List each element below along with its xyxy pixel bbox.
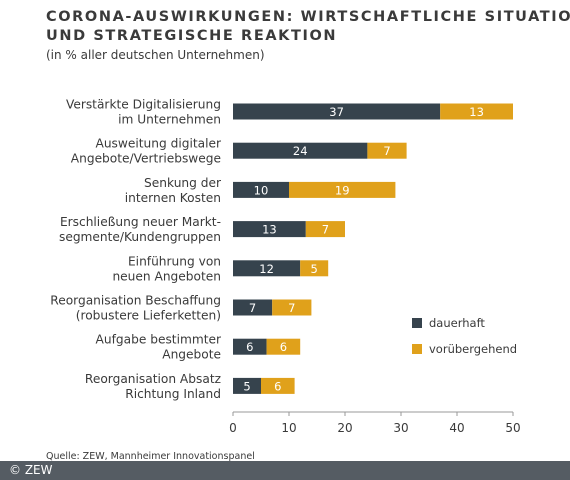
bar-value-label: 7 [383,144,390,158]
bar-voruebergehend [300,260,329,277]
x-tick-label: 40 [449,421,464,435]
bar-dauerhaft [233,103,441,120]
bar-dauerhaft [233,142,368,159]
chart-subtitle: (in % aller deutschen Unternehmen) [46,48,265,62]
category-label: Reorganisation Absatz Richtung Inland [85,372,221,401]
category-label-line: Erschließung neuer Markt- [60,215,221,229]
category-label-line: Angebote/Vertriebswege [71,152,221,166]
category-label: Aufgabe bestimmter Angebote [96,333,222,362]
bar-value-label: 5 [243,379,250,393]
bar-value-label: 7 [249,301,256,315]
bar-value-label: 5 [311,262,318,276]
x-tick-label: 20 [337,421,352,435]
chart-title: CORONA-AUSWIRKUNGEN: WIRTSCHAFTLICHE SIT… [46,8,570,46]
bar-dauerhaft [233,338,267,355]
bar-voruebergehend [261,377,295,394]
bar-value-label: 6 [246,340,253,354]
category-label-line: Verstärkte Digitalisierung [66,98,221,112]
bar-voruebergehend [266,338,301,355]
bar-value-label: 6 [280,340,287,354]
category-label-line: Reorganisation Absatz [85,372,221,386]
category-labels: Verstärkte Digitalisierung im Unternehmen… [50,98,222,401]
category-label-line: neuen Angeboten [112,269,221,283]
bar-value-label: 7 [322,223,329,237]
bar-voruebergehend [272,299,312,316]
bar-value-label: 13 [262,223,277,237]
bar-value-label: 7 [288,301,295,315]
category-label: Reorganisation Beschaffung (robustere Lie… [50,294,221,323]
category-label: Senkung der internen Kosten [125,176,222,205]
x-tick-label: 0 [229,421,237,435]
bar-voruebergehend [440,103,513,120]
category-label-line: internen Kosten [125,191,221,205]
bar-value-label: 10 [254,183,269,197]
chart-title-line-2: UND STRATEGISCHE REAKTION [46,28,338,44]
bar-voruebergehend [305,221,345,238]
category-label: Verstärkte Digitalisierung im Unternehmen [66,98,221,127]
category-label-line: Reorganisation Beschaffung [50,294,221,308]
source-note: Quelle: ZEW, Mannheimer Innovationspanel [46,451,255,462]
category-label-line: im Unternehmen [118,113,221,127]
legend-swatch [412,344,422,354]
bar-dauerhaft [233,299,273,316]
category-label-line: (robustere Lieferketten) [76,309,221,323]
bars: 37 13 24 7 10 19 13 7 12 5 7 7 6 6 5 6 [233,103,513,394]
legend-label: vorübergehend [429,342,517,356]
category-label-line: Einführung von [128,254,221,268]
bar-voruebergehend [289,181,396,198]
category-label-line: segmente/Kundengruppen [59,230,221,244]
category-label-line: Aufgabe bestimmter [96,333,222,347]
x-tick-label: 30 [393,421,408,435]
legend-swatch [412,318,422,328]
bar-value-label: 13 [469,105,484,119]
bar-value-label: 6 [274,379,281,393]
footer-bar: © ZEW [0,461,570,480]
x-tick-label: 10 [281,421,296,435]
bar-value-label: 37 [329,105,344,119]
category-label-line: Ausweitung digitaler [96,137,222,151]
bar-value-label: 12 [259,262,274,276]
category-label: Einführung von neuen Angeboten [112,254,221,283]
bar-value-label: 19 [335,183,350,197]
category-label: Ausweitung digitaler Angebote/Vertriebswe… [71,137,222,166]
category-label-line: Senkung der [144,176,222,190]
bar-dauerhaft [233,181,289,198]
x-tick-label: 50 [505,421,520,435]
x-axis: 0 10 20 30 40 50 [229,411,521,435]
bar-dauerhaft [233,221,306,238]
legend-label: dauerhaft [429,316,485,330]
bar-dauerhaft [233,377,261,394]
bar-value-label: 24 [293,144,308,158]
copyright-text: © ZEW [9,463,53,477]
category-label: Erschließung neuer Markt-segmente/Kunden… [59,215,221,244]
bar-dauerhaft [233,260,301,277]
chart-title-line-1: CORONA-AUSWIRKUNGEN: WIRTSCHAFTLICHE SIT… [46,9,570,25]
bar-voruebergehend [367,142,407,159]
legend: dauerhaft vorübergehend [412,316,517,356]
category-label-line: Richtung Inland [125,387,221,401]
category-label-line: Angebote [162,348,221,362]
